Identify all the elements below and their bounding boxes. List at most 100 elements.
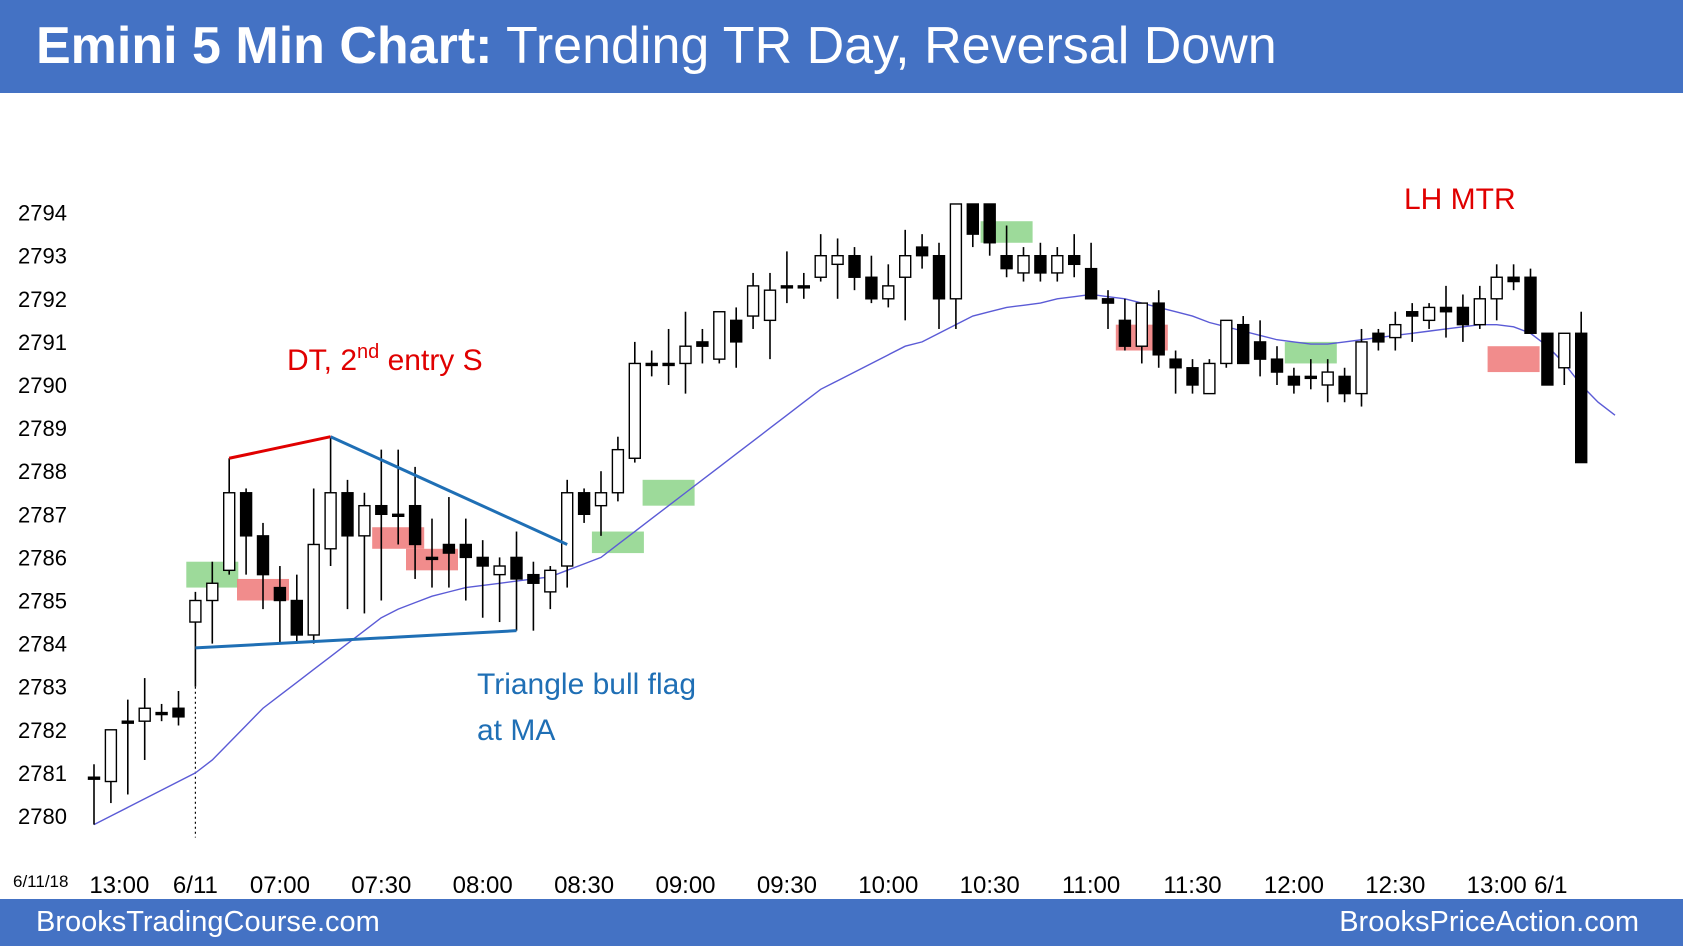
bear-candle	[780, 285, 794, 289]
bull-candle	[138, 707, 151, 722]
bull-candle	[746, 285, 760, 317]
x-tick-label: 13:00	[1467, 872, 1527, 899]
bear-candle	[865, 276, 878, 300]
y-tick-label: 2790	[18, 373, 67, 398]
triangle-upper-line	[329, 435, 568, 546]
double-top-line	[228, 435, 331, 460]
bear-candle	[155, 711, 168, 716]
bull-candle	[1473, 298, 1487, 326]
x-tick-label: 08:30	[554, 872, 614, 899]
bear-candle	[1000, 254, 1013, 270]
bear-candle	[425, 556, 439, 561]
bull-candle	[324, 492, 337, 550]
triangle-annotation-line1: Triangle bull flag	[477, 668, 696, 701]
x-tick-label: 6/1	[1534, 872, 1567, 899]
bull-candle	[594, 492, 608, 507]
bull-candle	[1220, 319, 1233, 365]
bull-candle	[544, 569, 557, 593]
bear-candle	[797, 285, 810, 289]
bull-candle	[1135, 302, 1149, 347]
bear-candle	[1067, 254, 1081, 266]
bull-candle	[1203, 362, 1216, 395]
bear-candle	[1541, 332, 1554, 386]
bear-candle	[983, 203, 996, 244]
y-tick-label: 2789	[18, 416, 67, 441]
bull-candle	[1422, 306, 1436, 322]
chart-title: Emini 5 Min Chart: Trending TR Day, Reve…	[36, 14, 1277, 78]
header-bar: Emini 5 Min Chart: Trending TR Day, Reve…	[0, 0, 1683, 93]
y-tick-label: 2793	[18, 244, 67, 269]
bull-candle	[104, 729, 118, 783]
bear-candle	[1456, 306, 1470, 326]
bear-candle	[645, 362, 658, 367]
bull-candle	[1321, 371, 1334, 386]
y-tick-label: 2786	[18, 545, 67, 570]
bear-candle	[1270, 358, 1284, 373]
y-tick-label: 2788	[18, 459, 67, 484]
y-tick-label: 2782	[18, 718, 67, 743]
bear-candle	[375, 504, 388, 515]
bear-candle	[1034, 254, 1047, 274]
bull-candle	[1490, 276, 1503, 300]
bull-candle	[222, 492, 236, 572]
lh-mtr-annotation: LH MTR	[1404, 183, 1516, 216]
x-tick-label: 12:00	[1264, 872, 1324, 899]
bear-candle	[476, 556, 489, 567]
bull-candle	[831, 254, 844, 266]
footer-right-url[interactable]: BrooksPriceAction.com	[1339, 906, 1639, 938]
bear-candle	[290, 599, 303, 636]
bear-candle	[1186, 367, 1199, 386]
dt-annotation: DT, 2nd entry S	[287, 341, 483, 377]
triangle-annotation-line2: at MA	[477, 714, 555, 747]
bear-candle	[1338, 375, 1351, 395]
bear-candle	[1372, 332, 1385, 343]
bull-candle	[561, 492, 574, 567]
bull-candle	[628, 362, 641, 459]
bear-candle	[1304, 375, 1318, 380]
bear-candle	[1253, 341, 1267, 360]
bull-candle	[307, 543, 320, 636]
x-tick-label: 11:30	[1163, 872, 1221, 899]
y-tick-label: 2785	[18, 589, 67, 614]
bull-candle	[899, 254, 912, 278]
bear-candle	[696, 341, 709, 347]
bull-candle	[189, 599, 202, 623]
x-tick-label: 12:30	[1365, 872, 1425, 899]
y-tick-label: 2792	[18, 287, 67, 312]
date-label: 6/11/18	[13, 872, 68, 891]
bull-candle	[814, 254, 827, 278]
bull-candle	[493, 565, 506, 576]
bear-candle	[1507, 276, 1520, 283]
bull-candle	[611, 448, 625, 494]
x-tick-label: 10:30	[960, 872, 1020, 899]
bear-candle	[1574, 332, 1588, 464]
x-tick-label: 6/11	[173, 872, 218, 899]
bear-candle	[1152, 302, 1165, 356]
bull-candle	[1355, 341, 1368, 395]
bear-candle	[408, 504, 422, 546]
y-tick-label: 2780	[18, 804, 67, 829]
x-tick-label: 07:00	[250, 872, 310, 899]
bear-candle	[392, 513, 405, 517]
bear-candle	[1439, 306, 1453, 313]
bear-candle	[459, 543, 472, 559]
bear-candle	[172, 707, 185, 718]
bull-signal-box	[642, 479, 695, 506]
footer-left-url[interactable]: BrooksTradingCourse.com	[36, 906, 380, 938]
bear-candle	[87, 776, 101, 780]
bull-candle	[1558, 332, 1571, 369]
y-tick-label: 2784	[18, 632, 67, 657]
bear-candle	[932, 254, 946, 300]
y-tick-label: 2794	[18, 201, 67, 226]
title-bold: Emini 5 Min Chart:	[36, 17, 493, 75]
bull-candle	[1389, 323, 1402, 339]
bear-candle	[1287, 375, 1301, 386]
bull-candle	[1017, 254, 1030, 274]
bear-candle	[730, 319, 743, 343]
bull-candle	[358, 504, 371, 537]
x-tick-label: 09:00	[655, 872, 715, 899]
bear-signal-box	[1487, 346, 1540, 373]
bear-candle	[256, 535, 270, 576]
bear-candle	[1084, 267, 1098, 300]
bear-candle	[1169, 358, 1182, 369]
